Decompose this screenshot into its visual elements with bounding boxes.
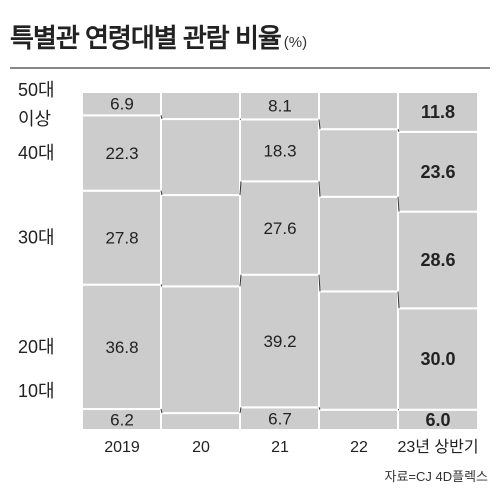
bar-segment	[318, 195, 400, 293]
series-label: 30대	[18, 228, 55, 248]
series-label-text: 40대	[18, 143, 55, 163]
bar-segment	[397, 91, 479, 133]
value-label: 11.8	[421, 102, 455, 122]
source-note: 자료=CJ 4D플렉스	[384, 469, 488, 484]
chart-header: 특별관 연령대별 관람 비율 (%)	[10, 18, 307, 55]
value-label: 6.9	[110, 95, 134, 114]
value-label: 6.0	[425, 410, 450, 430]
x-tick-label: 23년 상반기	[397, 438, 478, 456]
value-label-bg	[257, 219, 303, 238]
value-label: 30.0	[420, 349, 455, 369]
value-label: 39.2	[263, 332, 296, 351]
series-label-line: 이상	[18, 109, 51, 129]
bar-segment	[160, 194, 242, 288]
value-label: 8.1	[268, 97, 292, 116]
bar-segment	[160, 118, 242, 197]
bar-segment	[318, 91, 400, 131]
bar-segment	[318, 128, 400, 198]
value-label: 36.8	[105, 338, 138, 357]
connector-line	[397, 129, 400, 133]
connector-line	[160, 190, 163, 196]
series-label-text: 30대	[18, 228, 55, 248]
title-rule	[10, 67, 490, 69]
series-label: 10대	[18, 381, 55, 401]
x-tick-label: 2019	[104, 439, 140, 456]
connector-line	[318, 407, 321, 410]
connector-line	[318, 119, 321, 130]
connector-line	[160, 408, 163, 414]
connector-line	[239, 407, 242, 414]
connector-line	[239, 181, 242, 196]
bar-segment	[160, 412, 242, 432]
value-label-bg	[257, 332, 303, 351]
value-label: 6.2	[110, 411, 134, 430]
value-label: 28.6	[420, 250, 455, 270]
value-label: 22.3	[105, 144, 138, 163]
value-label-bg	[99, 228, 145, 247]
connector-line	[397, 196, 400, 212]
bar-segment	[397, 210, 479, 310]
chart-unit: (%)	[283, 34, 308, 51]
x-tick-label: 22	[350, 439, 368, 456]
series-label-text: 10대	[18, 381, 55, 401]
value-label: 23.6	[420, 162, 455, 182]
value-label-bg	[103, 410, 141, 429]
series-label: 20대	[18, 337, 55, 357]
value-label-bg	[99, 144, 145, 163]
x-tick-label: 20	[192, 439, 210, 456]
connector-line	[318, 181, 321, 197]
bar-segment	[397, 307, 479, 411]
value-label-bg	[99, 337, 145, 356]
series-label-line: 50대	[18, 80, 55, 100]
bar-segment	[160, 285, 242, 415]
value-label-bg	[103, 94, 141, 113]
bar-segment	[160, 91, 242, 121]
x-tick-label: 21	[271, 439, 289, 456]
value-label: 18.3	[263, 141, 296, 160]
value-label: 6.7	[268, 410, 292, 429]
value-label-bg	[257, 141, 303, 160]
value-label-bg	[261, 96, 299, 115]
series-label-text: 20대	[18, 337, 55, 357]
bar-segment	[318, 290, 400, 411]
connector-line	[160, 284, 163, 287]
connector-line	[397, 291, 400, 309]
connector-line	[318, 274, 321, 292]
connector-line	[239, 274, 242, 287]
value-label: 27.6	[263, 219, 296, 238]
bar-segment	[318, 408, 400, 432]
connector-line	[160, 115, 163, 120]
bar-segment	[397, 130, 479, 213]
chart-title: 특별관 연령대별 관람 비율	[10, 23, 282, 53]
value-label-bg	[261, 409, 299, 428]
value-label: 27.8	[105, 229, 138, 248]
series-label: 40대	[18, 143, 55, 163]
